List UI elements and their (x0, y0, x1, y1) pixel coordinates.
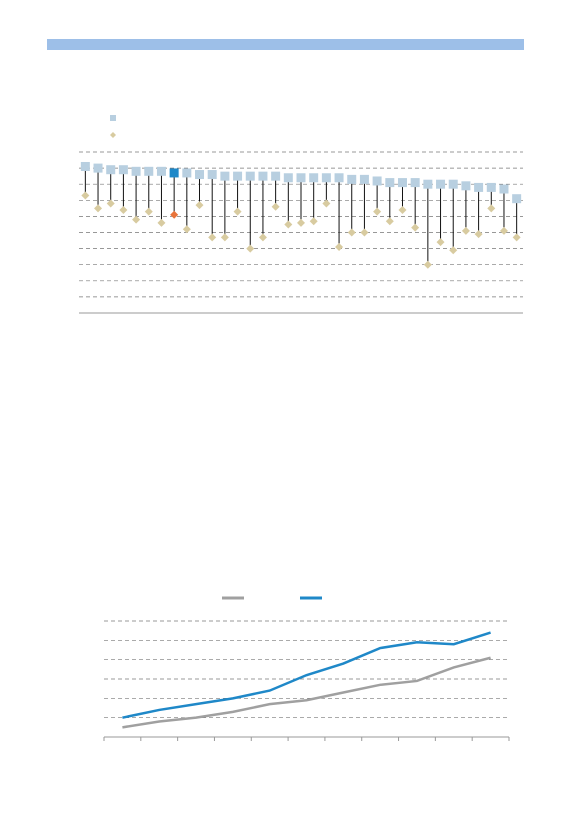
square-marker (93, 163, 103, 173)
square-marker (144, 166, 154, 176)
square-marker (118, 165, 128, 175)
diamond-marker (309, 217, 318, 226)
diamond-marker (157, 218, 166, 227)
series-line (122, 631, 491, 719)
diamond-marker (411, 223, 420, 232)
diamond-marker (385, 217, 394, 226)
square-marker (499, 184, 509, 194)
diamond-marker (335, 242, 344, 251)
diamond-marker (182, 225, 191, 234)
diamond-marker (499, 226, 508, 235)
square-marker (271, 171, 281, 181)
diamond-marker (297, 218, 305, 227)
square-marker (397, 178, 407, 188)
square-marker (512, 194, 522, 204)
diamond-marker (423, 260, 432, 269)
square-marker (106, 165, 116, 175)
diamond-marker (258, 233, 267, 242)
diamond-marker (119, 205, 128, 214)
diamond-marker (220, 233, 229, 242)
square-marker (321, 173, 331, 183)
diamond-marker (284, 220, 293, 229)
diamond-marker (170, 210, 179, 219)
diamond-marker (94, 204, 103, 213)
diamond-marker (360, 228, 369, 237)
diamond-marker (347, 228, 356, 237)
diamond-marker (81, 191, 90, 200)
diamond-marker (144, 207, 153, 216)
legend-marker (110, 132, 116, 138)
square-marker (80, 161, 90, 171)
diamond-marker (195, 201, 204, 210)
diamond-marker (512, 233, 521, 242)
diamond-marker (398, 205, 407, 214)
square-marker (334, 173, 344, 183)
header-band (47, 39, 524, 50)
square-marker (283, 173, 293, 183)
square-marker (131, 166, 141, 176)
square-marker (245, 171, 255, 181)
square-marker (448, 179, 458, 189)
square-marker (182, 168, 192, 178)
square-marker (207, 170, 217, 180)
square-marker (220, 171, 230, 181)
square-marker (410, 178, 420, 188)
square-marker (258, 171, 268, 181)
square-marker (372, 176, 382, 186)
square-marker (436, 179, 446, 189)
square-marker (461, 181, 471, 191)
series-line (122, 656, 491, 729)
square-marker (169, 168, 179, 178)
diamond-marker (461, 226, 470, 235)
legend-marker (110, 115, 116, 121)
square-marker (486, 182, 496, 192)
square-marker (474, 182, 484, 192)
square-marker (385, 178, 395, 188)
diamond-marker (132, 215, 141, 224)
diamond-marker (233, 207, 242, 216)
diamond-marker (474, 230, 483, 239)
diamond-marker (436, 238, 445, 247)
diamond-marker (208, 233, 217, 242)
diamond-marker (106, 199, 115, 208)
diamond-marker (449, 246, 458, 255)
square-marker (347, 174, 357, 184)
diamond-marker (487, 204, 496, 213)
diamond-marker (246, 244, 255, 253)
square-marker (423, 179, 433, 189)
square-marker (156, 166, 166, 176)
square-marker (296, 173, 306, 183)
square-marker (359, 174, 369, 184)
diamond-marker (322, 199, 331, 208)
square-marker (195, 170, 205, 180)
square-marker (309, 173, 319, 183)
diamond-marker (271, 202, 280, 211)
square-marker (233, 171, 243, 181)
diamond-marker (373, 207, 382, 216)
